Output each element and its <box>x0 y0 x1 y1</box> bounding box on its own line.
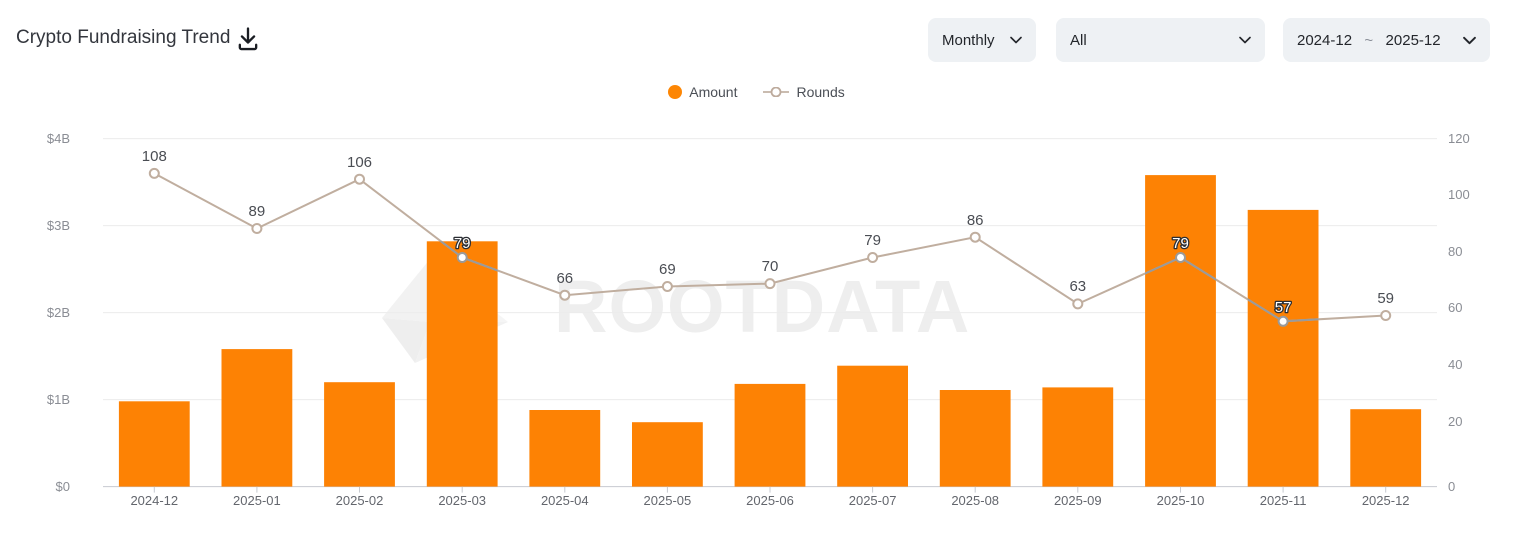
svg-text:$2B: $2B <box>47 305 70 320</box>
svg-text:57: 57 <box>1275 299 1292 316</box>
svg-text:60: 60 <box>1448 300 1462 315</box>
svg-text:$1B: $1B <box>47 392 70 407</box>
svg-text:2025-09: 2025-09 <box>1054 493 1102 508</box>
svg-text:106: 106 <box>347 154 372 171</box>
svg-text:2025-04: 2025-04 <box>541 493 589 508</box>
svg-text:2025-11: 2025-11 <box>1260 493 1307 508</box>
svg-text:2025-03: 2025-03 <box>438 493 486 508</box>
svg-text:2025-05: 2025-05 <box>644 493 692 508</box>
svg-text:2025-06: 2025-06 <box>746 493 794 508</box>
svg-text:108: 108 <box>142 148 167 165</box>
svg-text:120: 120 <box>1448 131 1470 146</box>
svg-text:0: 0 <box>1448 479 1455 494</box>
svg-text:$3B: $3B <box>47 218 70 233</box>
svg-text:66: 66 <box>556 270 573 287</box>
svg-text:ROOTDATA: ROOTDATA <box>554 265 970 348</box>
svg-text:63: 63 <box>1069 278 1086 295</box>
svg-text:69: 69 <box>659 261 676 278</box>
svg-text:80: 80 <box>1448 244 1462 259</box>
svg-text:20: 20 <box>1448 414 1462 429</box>
svg-text:59: 59 <box>1377 290 1394 307</box>
svg-text:79: 79 <box>454 235 471 252</box>
svg-text:89: 89 <box>249 203 266 220</box>
svg-text:$4B: $4B <box>47 131 70 146</box>
svg-text:2024-12: 2024-12 <box>130 493 178 508</box>
svg-text:2025-02: 2025-02 <box>336 493 384 508</box>
svg-text:79: 79 <box>864 232 881 249</box>
svg-text:86: 86 <box>967 212 984 229</box>
svg-text:2025-01: 2025-01 <box>233 493 281 508</box>
svg-text:$0: $0 <box>56 479 70 494</box>
svg-text:100: 100 <box>1448 187 1470 202</box>
svg-text:79: 79 <box>1172 235 1189 252</box>
svg-text:2025-12: 2025-12 <box>1362 493 1410 508</box>
svg-text:70: 70 <box>762 258 779 275</box>
svg-text:40: 40 <box>1448 357 1462 372</box>
svg-text:2025-08: 2025-08 <box>951 493 999 508</box>
svg-text:2025-10: 2025-10 <box>1157 493 1205 508</box>
svg-text:2025-07: 2025-07 <box>849 493 897 508</box>
